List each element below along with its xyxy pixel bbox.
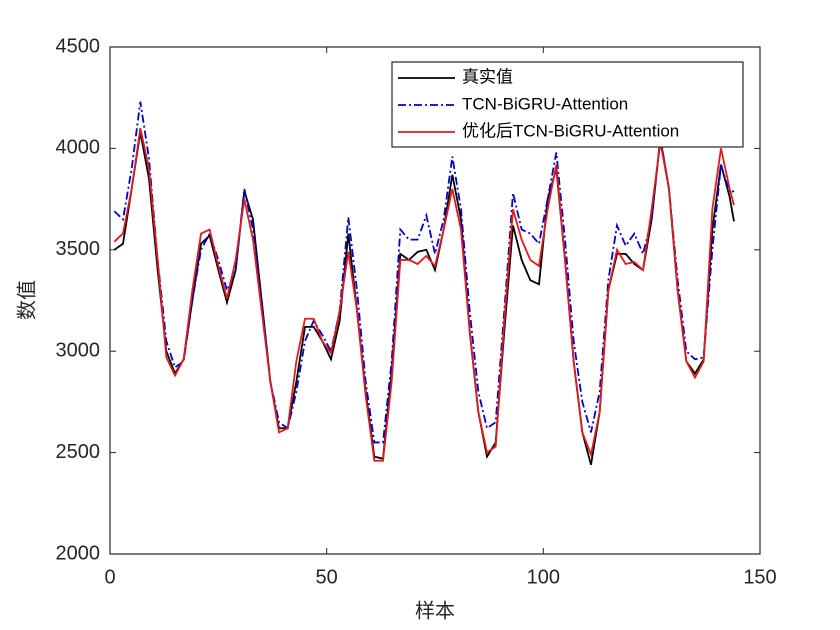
legend-label: 优化后TCN-BiGRU-Attention [462, 121, 679, 140]
x-tick-label: 150 [743, 566, 776, 588]
y-tick-label: 2000 [56, 542, 101, 564]
y-tick-label: 4500 [56, 35, 101, 57]
series-line [113, 132, 735, 466]
y-tick-label: 4000 [56, 137, 101, 159]
legend-label: TCN-BiGRU-Attention [462, 94, 628, 113]
y-tick-label: 2500 [56, 441, 101, 463]
x-tick-label: 50 [316, 566, 338, 588]
x-tick-label: 0 [104, 566, 115, 588]
legend-label: 真实值 [462, 67, 513, 86]
x-tick-label: 100 [527, 566, 560, 588]
series-line [113, 101, 735, 444]
series-line [113, 127, 735, 462]
x-axis-label: 样本 [415, 599, 455, 622]
y-axis-label: 数值 [15, 280, 38, 320]
y-tick-label: 3000 [56, 339, 101, 361]
plot-frame [109, 46, 761, 555]
y-tick-label: 3500 [56, 238, 101, 260]
